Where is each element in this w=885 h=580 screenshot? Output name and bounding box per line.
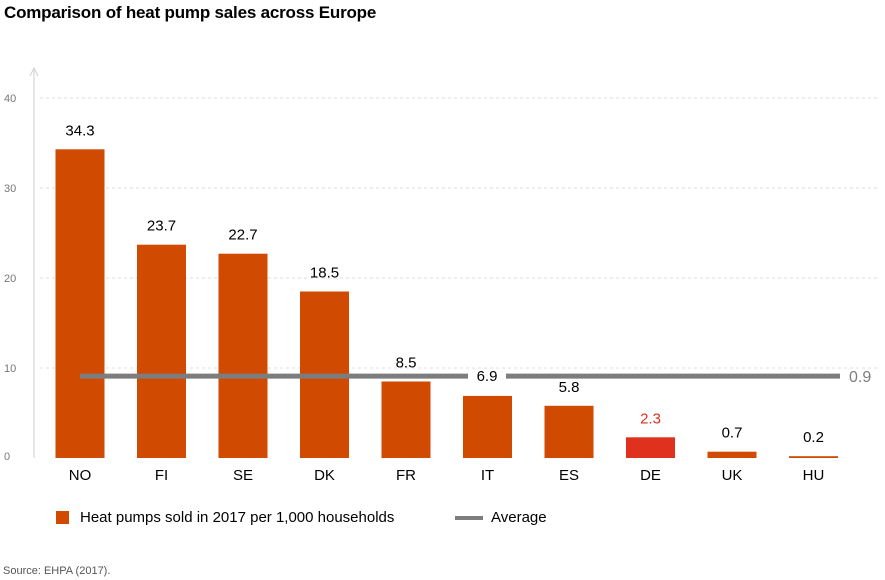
x-axis-labels: NO FI SE DK FR IT ES DE UK HU bbox=[69, 467, 825, 484]
x-tick-label-uk: UK bbox=[722, 467, 743, 484]
value-label-de: 2.3 bbox=[640, 410, 661, 427]
x-tick-label-fr: FR bbox=[396, 467, 416, 484]
chart-title: Comparison of heat pump sales across Eur… bbox=[4, 3, 377, 22]
bar-es bbox=[544, 405, 594, 458]
value-label-es: 5.8 bbox=[559, 379, 580, 396]
bar-no bbox=[55, 149, 105, 459]
value-label-uk: 0.7 bbox=[722, 425, 743, 442]
y-axis-arrow bbox=[29, 66, 39, 77]
bar-chart: 0 10 20 30 40 6.9 0.9 34.3 23.7 22.7 18.5 8.5 5.8 2… bbox=[4, 66, 880, 484]
bars bbox=[55, 149, 838, 459]
source-note: Source: EHPA (2017). bbox=[3, 565, 111, 577]
legend-average-swatch bbox=[455, 516, 483, 520]
legend-bar-swatch bbox=[56, 511, 69, 524]
bar-uk bbox=[707, 451, 757, 458]
value-label-hu: 0.2 bbox=[803, 429, 824, 446]
x-tick-label-hu: HU bbox=[803, 467, 825, 484]
bar-hu bbox=[789, 456, 838, 458]
x-tick-label-de: DE bbox=[640, 467, 661, 484]
x-tick-label-it: IT bbox=[481, 467, 494, 484]
bar-se bbox=[218, 253, 268, 458]
x-tick-label-es: ES bbox=[559, 467, 579, 484]
x-tick-label-se: SE bbox=[233, 467, 253, 484]
legend: Heat pumps sold in 2017 per 1,000 househ… bbox=[0, 508, 885, 530]
value-label-no: 34.3 bbox=[65, 122, 94, 139]
y-tick-label: 30 bbox=[4, 183, 16, 195]
x-tick-label-no: NO bbox=[69, 467, 92, 484]
y-tick-label: 10 bbox=[4, 363, 16, 375]
average-line: 6.9 0.9 bbox=[80, 368, 871, 386]
bar-fi bbox=[137, 244, 186, 458]
average-annotation: 6.9 bbox=[477, 368, 498, 385]
bar-it bbox=[463, 395, 512, 458]
bar-fr bbox=[381, 381, 431, 458]
y-tick-label: 40 bbox=[4, 93, 16, 105]
bar-de bbox=[626, 437, 675, 458]
y-tick-label: 20 bbox=[4, 273, 16, 285]
x-tick-label-fi: FI bbox=[155, 467, 168, 484]
value-label-fi: 23.7 bbox=[147, 218, 176, 235]
y-axis: 0 10 20 30 40 bbox=[4, 66, 39, 463]
legend-average-label: Average bbox=[491, 509, 547, 526]
average-end-label: 0.9 bbox=[849, 369, 871, 386]
value-labels: 34.3 23.7 22.7 18.5 8.5 5.8 2.3 0.7 0.2 bbox=[65, 122, 824, 446]
legend-bar-label: Heat pumps sold in 2017 per 1,000 househ… bbox=[80, 509, 395, 526]
value-label-fr: 8.5 bbox=[396, 355, 417, 372]
y-tick-label: 0 bbox=[4, 451, 10, 463]
value-label-se: 22.7 bbox=[228, 227, 257, 244]
x-tick-label-dk: DK bbox=[314, 467, 335, 484]
value-label-dk: 18.5 bbox=[310, 265, 339, 282]
